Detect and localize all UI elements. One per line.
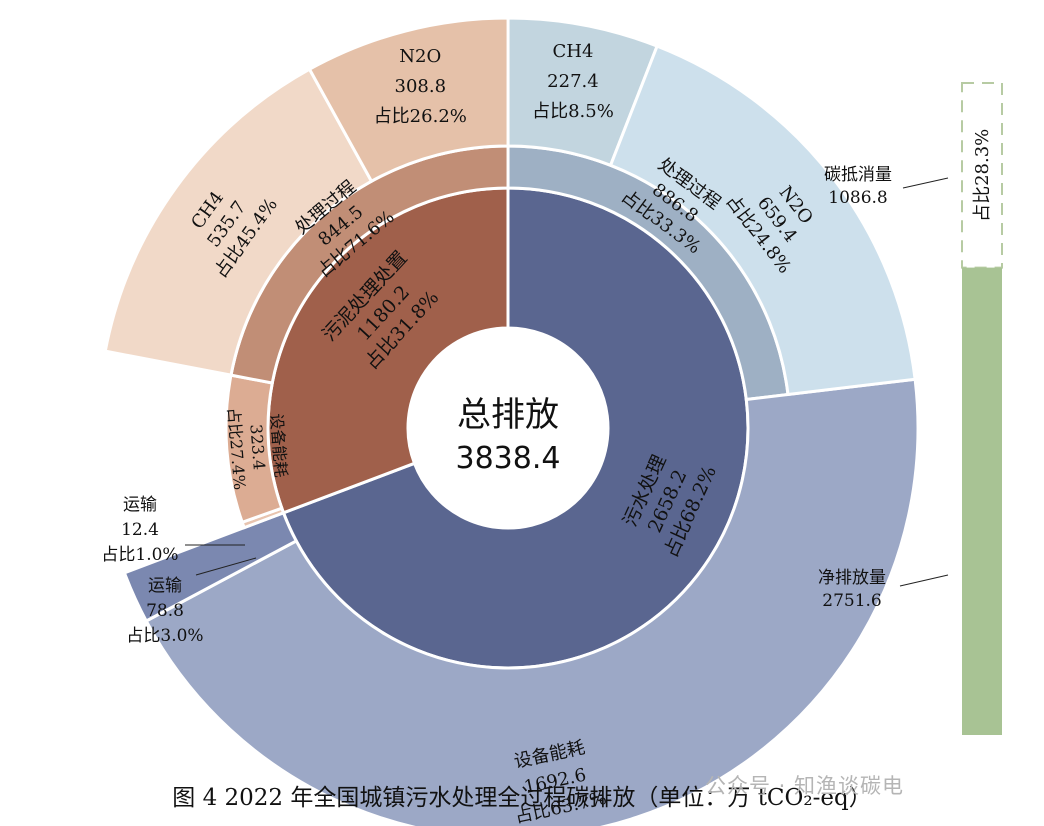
callout-sewage-transport-line-0: 运输	[148, 576, 182, 596]
label-outer-1-line-2: 占比26.2%	[374, 106, 467, 127]
callout-sludge-transport-line-0: 运输	[123, 495, 157, 515]
callout-sewage-transport: 运输 78.8 占比3.0%	[126, 576, 203, 646]
label-outer-2-line-1: 227.4	[547, 71, 599, 92]
callout-line-net	[899, 574, 949, 587]
callout-net-label: 净排放量	[818, 568, 886, 588]
label-outer-1: N2O 308.8 占比26.2%	[374, 46, 467, 127]
bar-offset-share: 占比28.3%	[972, 129, 993, 222]
label-sludge-equipment-line-1: 323.4	[246, 424, 268, 471]
center-title: 总排放	[457, 395, 559, 435]
label-outer-2-line-2: 占比8.5%	[532, 101, 614, 122]
outer-segment-sludge-1	[307, 16, 510, 184]
callout-sewage-transport-line-1: 78.8	[146, 601, 184, 621]
callout-sludge-transport: 运输 12.4 占比1.0%	[101, 495, 178, 565]
callout-net-value: 2751.6	[822, 591, 881, 611]
center-value: 3838.4	[456, 441, 561, 476]
bar-net	[962, 267, 1002, 735]
chart-caption: 图 4 2022 年全国城镇污水处理全过程碳排放（单位：万 tCO₂-eq）	[172, 785, 872, 811]
center-hole	[408, 328, 608, 528]
label-sludge-equipment-line-0: 设备能耗	[267, 413, 291, 478]
side-bar: 占比28.3% 碳抵消量 1086.8 净排放量 2751.6	[818, 82, 1003, 735]
callout-line-sewage-transport	[195, 557, 257, 576]
callout-sewage-transport-line-2: 占比3.0%	[126, 626, 203, 646]
callout-line-offset	[902, 177, 949, 189]
callout-sludge-transport-line-1: 12.4	[121, 520, 159, 540]
outer-segment-sewage-1	[608, 44, 917, 397]
callout-offset-label: 碳抵消量	[824, 165, 892, 185]
label-outer-1-line-1: 308.8	[395, 76, 447, 97]
label-outer-1-line-0: N2O	[399, 46, 441, 67]
label-outer-2: CH4 227.4 占比8.5%	[532, 41, 614, 122]
watermark: 公众号 · 知渔谈碳电	[705, 774, 905, 798]
middle-segment-sewage-1	[144, 377, 920, 826]
callout-sludge-transport-line-2: 占比1.0%	[101, 545, 178, 565]
label-outer-2-line-0: CH4	[552, 41, 593, 62]
callout-offset-value: 1086.8	[828, 188, 887, 208]
sunburst-rings	[103, 16, 920, 826]
